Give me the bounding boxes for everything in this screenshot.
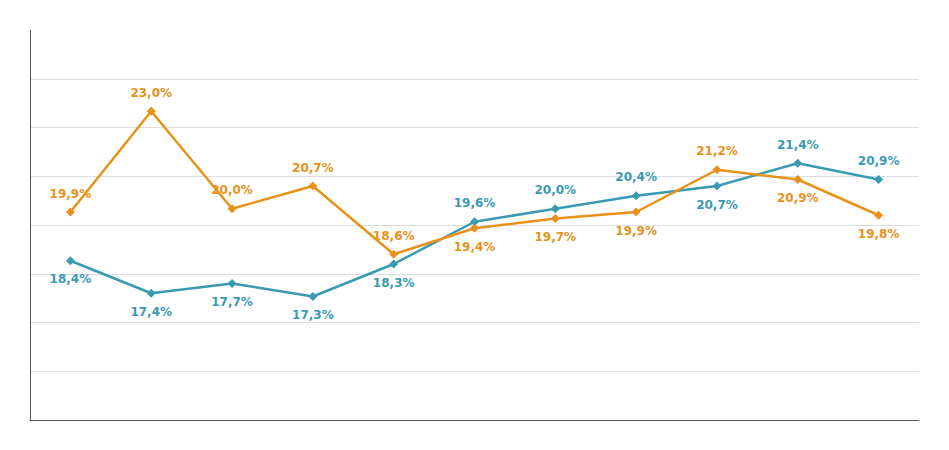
svg-text:20,0%: 20,0% bbox=[211, 183, 253, 197]
svg-text:19,4%: 19,4% bbox=[454, 240, 496, 254]
svg-text:20,9%: 20,9% bbox=[777, 191, 819, 205]
svg-text:21,4%: 21,4% bbox=[777, 138, 819, 152]
svg-text:21,2%: 21,2% bbox=[696, 144, 738, 158]
svg-text:20,4%: 20,4% bbox=[615, 170, 657, 184]
svg-text:20,7%: 20,7% bbox=[292, 161, 334, 175]
svg-text:17,3%: 17,3% bbox=[292, 308, 334, 322]
svg-text:20,9%: 20,9% bbox=[858, 154, 900, 168]
svg-text:20,0%: 20,0% bbox=[534, 183, 576, 197]
svg-text:19,6%: 19,6% bbox=[454, 196, 496, 210]
svg-text:19,7%: 19,7% bbox=[534, 230, 576, 244]
svg-text:18,6%: 18,6% bbox=[373, 229, 415, 243]
svg-text:18,4%: 18,4% bbox=[50, 272, 92, 286]
svg-text:18,3%: 18,3% bbox=[373, 276, 415, 290]
svg-text:17,7%: 17,7% bbox=[211, 295, 253, 309]
svg-text:19,8%: 19,8% bbox=[858, 227, 900, 241]
svg-text:20,7%: 20,7% bbox=[696, 198, 738, 212]
svg-text:19,9%: 19,9% bbox=[50, 187, 92, 201]
svg-text:17,4%: 17,4% bbox=[130, 305, 172, 319]
svg-text:19,9%: 19,9% bbox=[615, 224, 657, 238]
svg-text:23,0%: 23,0% bbox=[130, 86, 172, 100]
